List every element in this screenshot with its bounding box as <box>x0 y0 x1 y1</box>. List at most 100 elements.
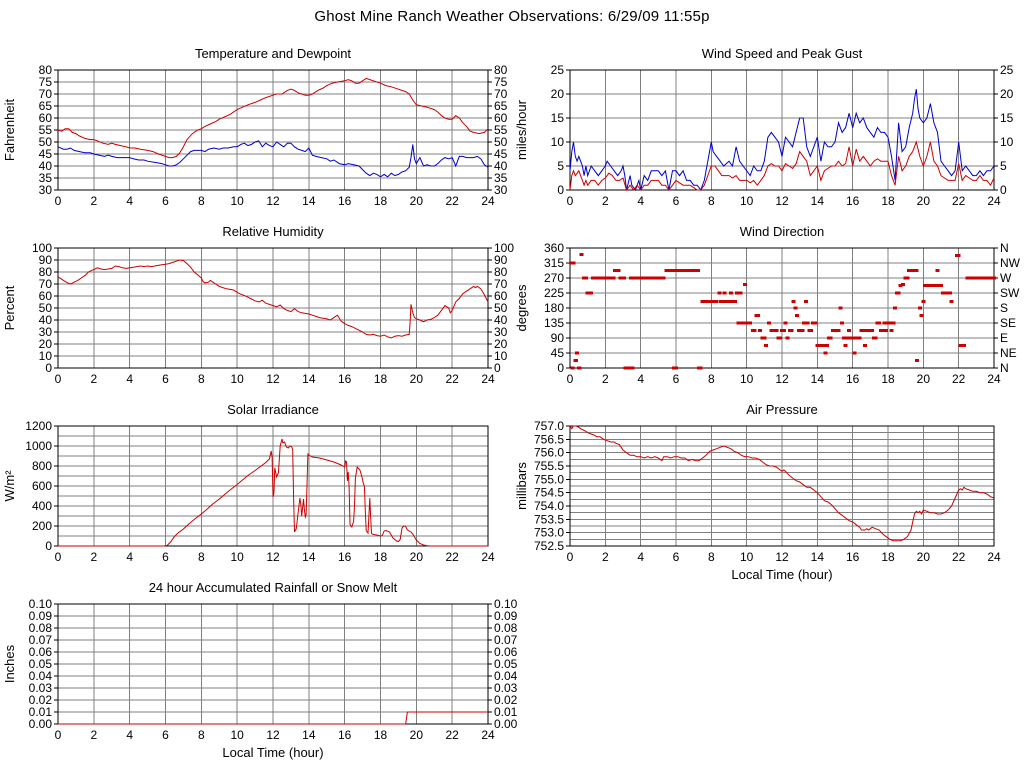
wind-speed-gust-xtick-label: 0 <box>567 194 574 208</box>
temperature-dewpoint-ytick-label: 45 <box>39 147 53 161</box>
wind-speed-gust-xtick-label: 24 <box>987 194 1001 208</box>
wind-speed-gust-xtick-label: 12 <box>775 194 789 208</box>
air-pressure-axes <box>566 425 995 547</box>
air-pressure-xtick-label: 20 <box>917 550 931 564</box>
rainfall-xtick-label: 12 <box>266 728 280 742</box>
rainfall-xtick-label: 2 <box>90 728 97 742</box>
wind-speed-gust-ytick-right-label: 20 <box>1000 87 1014 101</box>
rainfall-ytick-label: 0.00 <box>29 717 53 731</box>
relative-humidity-ytick-label: 100 <box>32 241 52 255</box>
relative-humidity-xtick-label: 22 <box>445 372 459 386</box>
temperature-dewpoint-ytick-label: 40 <box>39 159 53 173</box>
temperature-dewpoint-ytick-right-label: 40 <box>494 159 508 173</box>
relative-humidity-ytick-label: 10 <box>39 349 53 363</box>
rainfall-ytick-label: 0.02 <box>29 693 53 707</box>
relative-humidity-ytick-right-label: 90 <box>494 253 508 267</box>
wind-speed-line <box>569 140 995 192</box>
temperature-dewpoint-ytick-right-label: 55 <box>494 123 508 137</box>
relative-humidity-ytick-right-label: 10 <box>494 349 508 363</box>
temperature-dewpoint-ytick-label: 70 <box>39 87 53 101</box>
relative-humidity-ylabel: Percent <box>2 285 17 330</box>
relative-humidity-ytick-label: 40 <box>39 313 53 327</box>
temperature-dewpoint-xtick-label: 4 <box>126 194 133 208</box>
temperature-dewpoint-ytick-label: 35 <box>39 171 53 185</box>
relative-humidity-xtick-label: 0 <box>55 372 62 386</box>
air-pressure-xtick-label: 24 <box>987 550 1001 564</box>
wind-speed-gust-ytick-right-label: 15 <box>1000 111 1014 125</box>
wind-direction-ylabel: degrees <box>514 284 529 331</box>
chart-temperature-dewpoint: Temperature and Dewpoint 30 30 35 35 40 40 45 45… <box>0 38 512 233</box>
wind-speed-gust-ylabel: miles/hour <box>514 99 529 160</box>
air-pressure-svg: Air Pressure752.5753.0753.5754.0754.5755… <box>514 402 1001 582</box>
rainfall-ytick-label: 0.08 <box>29 621 53 635</box>
temperature-dewpoint-xtick-label: 16 <box>338 194 352 208</box>
chart-air-pressure: Air Pressure 752.5 753.0 753.5 754.0 754.5 755… <box>512 394 1024 589</box>
temperature-dewpoint-xtick-label: 14 <box>302 194 316 208</box>
wind-direction-ytick-right-label: SE <box>1000 316 1016 330</box>
rainfall-xtick-label: 0 <box>55 728 62 742</box>
rainfall-ytick-right-label: 0.04 <box>494 669 518 683</box>
solar-irradiance-xtick-label: 20 <box>410 550 424 564</box>
rainfall-ytick-label: 0.03 <box>29 681 53 695</box>
rainfall-ytick-label: 0.06 <box>29 645 53 659</box>
wind-direction-ytick-label: 225 <box>544 286 564 300</box>
rainfall-xtick-label: 16 <box>338 728 352 742</box>
wind-speed-gust-ytick-label: 0 <box>557 183 564 197</box>
relative-humidity-xtick-label: 12 <box>266 372 280 386</box>
temperature-dewpoint-xtick-label: 18 <box>374 194 388 208</box>
wind-direction-ytick-right-label: N <box>1000 241 1009 255</box>
relative-humidity-ytick-right-label: 0 <box>494 361 501 375</box>
wind-speed-gust-ytick-right-label: 25 <box>1000 63 1014 77</box>
rainfall-grid <box>58 604 488 724</box>
wind-speed-gust-ytick-right-label: 10 <box>1000 135 1014 149</box>
solar-irradiance-xtick-label: 8 <box>198 550 205 564</box>
wind-speed-gust-grid <box>570 70 994 190</box>
relative-humidity-xtick-label: 4 <box>126 372 133 386</box>
wind-direction-points <box>569 253 996 370</box>
relative-humidity-xtick-label: 14 <box>302 372 316 386</box>
temperature-dewpoint-ytick-right-label: 65 <box>494 99 508 113</box>
wind-speed-gust-xtick-label: 8 <box>708 194 715 208</box>
wind-direction-ytick-label: 180 <box>544 301 564 315</box>
wind-direction-ytick-label: 315 <box>544 256 564 270</box>
wind-speed-gust-xtick-label: 4 <box>637 194 644 208</box>
rainfall-ytick-label: 0.04 <box>29 669 53 683</box>
air-pressure-ytick-label: 752.5 <box>534 539 564 553</box>
wind-direction-ytick-label: 135 <box>544 316 564 330</box>
wind-direction-xtick-label: 24 <box>987 372 1001 386</box>
solar-irradiance-title: Solar Irradiance <box>227 402 319 417</box>
rainfall-xtick-label: 24 <box>481 728 495 742</box>
wind-direction-ytick-label: 45 <box>551 346 565 360</box>
air-pressure-ytick-label: 757.0 <box>534 419 564 433</box>
wind-speed-gust-xtick-label: 18 <box>881 194 895 208</box>
relative-humidity-ytick-label: 20 <box>39 337 53 351</box>
solar-irradiance-xtick-label: 24 <box>481 550 495 564</box>
rainfall-ytick-right-label: 0.02 <box>494 693 518 707</box>
solar-irradiance-xtick-label: 18 <box>374 550 388 564</box>
relative-humidity-xtick-label: 24 <box>481 372 495 386</box>
temperature-dewpoint-xtick-label: 12 <box>266 194 280 208</box>
wind-direction-xtick-label: 20 <box>917 372 931 386</box>
solar-irradiance-ytick-label: 400 <box>32 499 52 513</box>
relative-humidity-ytick-label: 70 <box>39 277 53 291</box>
wind-direction-xtick-label: 8 <box>708 372 715 386</box>
rainfall-ytick-right-label: 0.09 <box>494 609 518 623</box>
wind-direction-ytick-right-label: NE <box>1000 346 1017 360</box>
relative-humidity-ytick-right-label: 60 <box>494 289 508 303</box>
air-pressure-ytick-label: 753.5 <box>534 512 564 526</box>
wind-direction-ytick-right-label: SW <box>1000 286 1020 300</box>
temperature-dewpoint-ytick-right-label: 80 <box>494 63 508 77</box>
solar-irradiance-xtick-label: 16 <box>338 550 352 564</box>
solar-irradiance-xtick-label: 6 <box>162 550 169 564</box>
wind-direction-xtick-label: 16 <box>846 372 860 386</box>
temperature-dewpoint-ytick-right-label: 30 <box>494 183 508 197</box>
solar-irradiance-ytick-label: 1200 <box>25 419 52 433</box>
relative-humidity-ytick-right-label: 40 <box>494 313 508 327</box>
relative-humidity-ytick-label: 0 <box>45 361 52 375</box>
chart-wind-direction: Wind Direction 0 N 45 NE 90 E 135 SE 180 S 225 SW 270… <box>512 216 1024 411</box>
solar-irradiance-ytick-label: 1000 <box>25 439 52 453</box>
